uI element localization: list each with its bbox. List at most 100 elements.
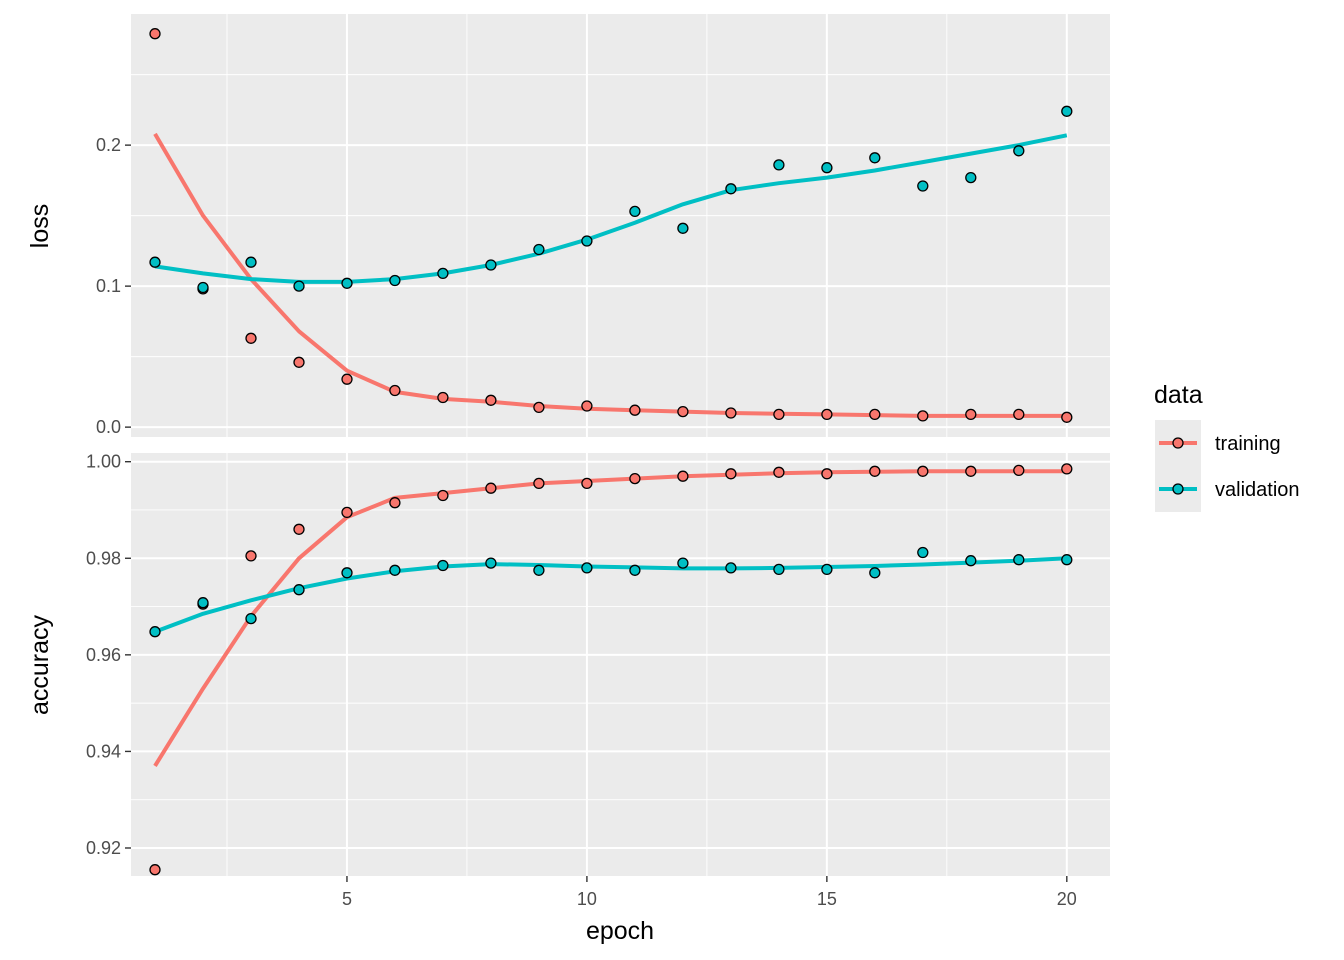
- data-point-training: [629, 404, 641, 416]
- data-point-training: [341, 373, 353, 385]
- data-point-validation: [917, 546, 929, 559]
- data-point-validation: [485, 557, 497, 569]
- data-point-validation: [533, 564, 545, 576]
- data-point-training: [725, 407, 737, 419]
- accuracy-panel-background: [131, 453, 1110, 876]
- loss-y-axis-title: loss: [26, 204, 54, 248]
- data-point-training: [869, 465, 881, 477]
- data-point-training: [965, 465, 977, 477]
- data-point-training: [1061, 463, 1073, 475]
- x-axis-title: epoch: [586, 917, 654, 945]
- data-point-validation: [293, 280, 305, 292]
- data-point-training: [533, 401, 545, 414]
- data-point-training: [437, 489, 449, 502]
- data-point-validation: [773, 159, 785, 171]
- y-tick-label: 0.94: [86, 741, 121, 761]
- legend-label-validation: validation: [1215, 479, 1300, 501]
- data-point-validation: [821, 162, 833, 174]
- data-point-validation: [1013, 145, 1025, 157]
- accuracy-y-axis: 0.92 0.94 0.96 0.98 1.00: [86, 452, 131, 858]
- loss-panel-background: [131, 14, 1110, 437]
- y-tick-label: 0.2: [96, 135, 121, 155]
- y-tick-label: 0.92: [86, 838, 121, 858]
- smooth-line-training: [153, 132, 1067, 418]
- smooth-line-training: [153, 469, 1067, 767]
- data-point-validation: [293, 584, 305, 596]
- data-point-validation: [869, 152, 881, 164]
- legend: data training validation: [1154, 381, 1300, 512]
- data-point-validation: [437, 559, 449, 572]
- data-point-validation: [1061, 554, 1073, 566]
- loss-y-axis: 0.0 0.1 0.2: [96, 135, 131, 437]
- x-tick-label: 5: [342, 889, 352, 909]
- legend-point-training: [1172, 437, 1184, 449]
- data-point-validation: [629, 564, 641, 576]
- data-point-validation: [149, 256, 161, 268]
- accuracy-y-axis-title: accuracy: [26, 614, 54, 715]
- data-point-validation: [437, 267, 449, 280]
- data-point-training: [869, 408, 881, 421]
- legend-label-training: training: [1215, 433, 1281, 455]
- y-tick-label: 0.1: [96, 276, 121, 296]
- data-point-validation: [197, 597, 209, 609]
- data-point-validation: [869, 567, 881, 579]
- y-tick-label: 0.98: [86, 548, 121, 568]
- data-point-training: [389, 497, 401, 509]
- legend-point-validation: [1172, 483, 1184, 495]
- data-point-validation: [149, 626, 161, 638]
- data-point-training: [1013, 464, 1025, 477]
- data-point-training: [533, 477, 545, 490]
- data-point-training: [581, 400, 593, 412]
- data-point-validation: [389, 564, 401, 576]
- data-point-validation: [773, 563, 785, 576]
- data-point-training: [773, 408, 785, 421]
- x-axis: 5 10 15 20: [342, 876, 1077, 909]
- data-point-training: [149, 864, 161, 876]
- data-point-validation: [581, 562, 593, 574]
- y-tick-label: 1.00: [86, 452, 121, 472]
- loss-panel: 0.0 0.1 0.2: [96, 14, 1110, 437]
- data-point-validation: [965, 171, 977, 184]
- data-point-training: [773, 466, 785, 478]
- data-point-training: [1013, 408, 1025, 421]
- accuracy-panel-grid: [131, 453, 1110, 876]
- loss-panel-points: [149, 28, 1073, 423]
- data-point-training: [389, 384, 401, 397]
- data-point-training: [149, 28, 161, 40]
- y-tick-label: 0.96: [86, 645, 121, 665]
- smooth-line-validation: [154, 556, 1067, 634]
- data-point-training: [437, 391, 449, 404]
- data-point-validation: [725, 562, 737, 574]
- data-point-validation: [245, 612, 257, 625]
- accuracy-panel: 0.92 0.94 0.96 0.98 1.00: [86, 452, 1110, 876]
- data-point-training: [629, 472, 641, 485]
- x-tick-label: 20: [1057, 889, 1077, 909]
- accuracy-panel-points: [149, 463, 1073, 876]
- data-point-validation: [197, 281, 209, 294]
- data-point-validation: [581, 235, 593, 247]
- data-point-training: [245, 332, 257, 344]
- data-point-validation: [725, 183, 737, 195]
- data-point-validation: [1061, 105, 1073, 117]
- accuracy-panel-smooth-lines: [153, 469, 1067, 767]
- data-point-validation: [1013, 554, 1025, 566]
- data-point-validation: [245, 256, 257, 268]
- data-point-training: [677, 405, 689, 418]
- data-point-training: [677, 470, 689, 482]
- data-point-validation: [917, 180, 929, 192]
- smooth-line-validation: [154, 133, 1068, 284]
- data-point-validation: [677, 557, 689, 569]
- data-point-training: [821, 408, 833, 421]
- data-point-validation: [965, 555, 977, 567]
- data-point-training: [725, 468, 737, 480]
- data-point-training: [245, 550, 257, 562]
- data-point-training: [1061, 411, 1073, 423]
- data-point-training: [821, 468, 833, 480]
- data-point-training: [917, 465, 929, 477]
- data-point-training: [917, 410, 929, 422]
- legend-entry-training: training: [1155, 420, 1281, 466]
- data-point-training: [293, 356, 305, 368]
- data-point-training: [485, 394, 497, 406]
- data-point-training: [293, 523, 305, 535]
